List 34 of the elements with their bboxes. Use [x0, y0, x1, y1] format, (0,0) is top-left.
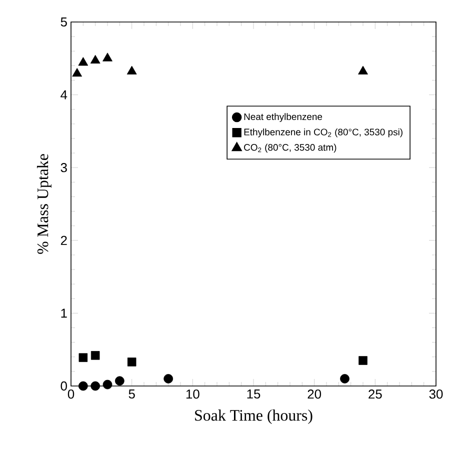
- point: [90, 381, 100, 391]
- x-tick-label: 20: [308, 390, 322, 399]
- point: [90, 351, 100, 360]
- point: [90, 54, 100, 64]
- point: [126, 66, 137, 74]
- point: [78, 57, 88, 66]
- point: [78, 381, 88, 391]
- y-tick-label: 1: [61, 308, 67, 318]
- point: [164, 374, 174, 384]
- x-tick-label: 25: [368, 390, 382, 399]
- point: [102, 52, 112, 62]
- legend-label: CO$_{2}$ (80°C, 3530 atm): [244, 144, 336, 153]
- x-tick-label: 15: [247, 390, 260, 399]
- y-tick-label: 3: [60, 163, 67, 172]
- x-axis-title: Soak Time (hours): [195, 410, 312, 424]
- x-tick-label: 0: [68, 390, 74, 399]
- point: [72, 68, 82, 77]
- point: [127, 358, 136, 366]
- point: [102, 380, 112, 390]
- y-axis-title: % Mass Uptake: [36, 154, 52, 254]
- point: [358, 66, 368, 74]
- x-tick-label: 30: [429, 390, 443, 399]
- point: [114, 376, 124, 386]
- legend-label: Ethylbenzene in CO$_{2}$ (80°C, 3530 psi): [244, 128, 402, 138]
- y-tick-label: 5: [60, 17, 67, 27]
- point: [358, 356, 368, 365]
- y-tick-label: 0: [60, 381, 67, 391]
- x-tick-label: 5: [128, 390, 135, 399]
- point: [340, 374, 350, 384]
- x-tick-label: 10: [186, 390, 200, 399]
- y-tick-label: 2: [60, 236, 67, 245]
- y-tick-label: 4: [60, 90, 68, 100]
- point: [78, 353, 88, 362]
- legend-label: Neat ethylbenzene: [244, 113, 322, 122]
